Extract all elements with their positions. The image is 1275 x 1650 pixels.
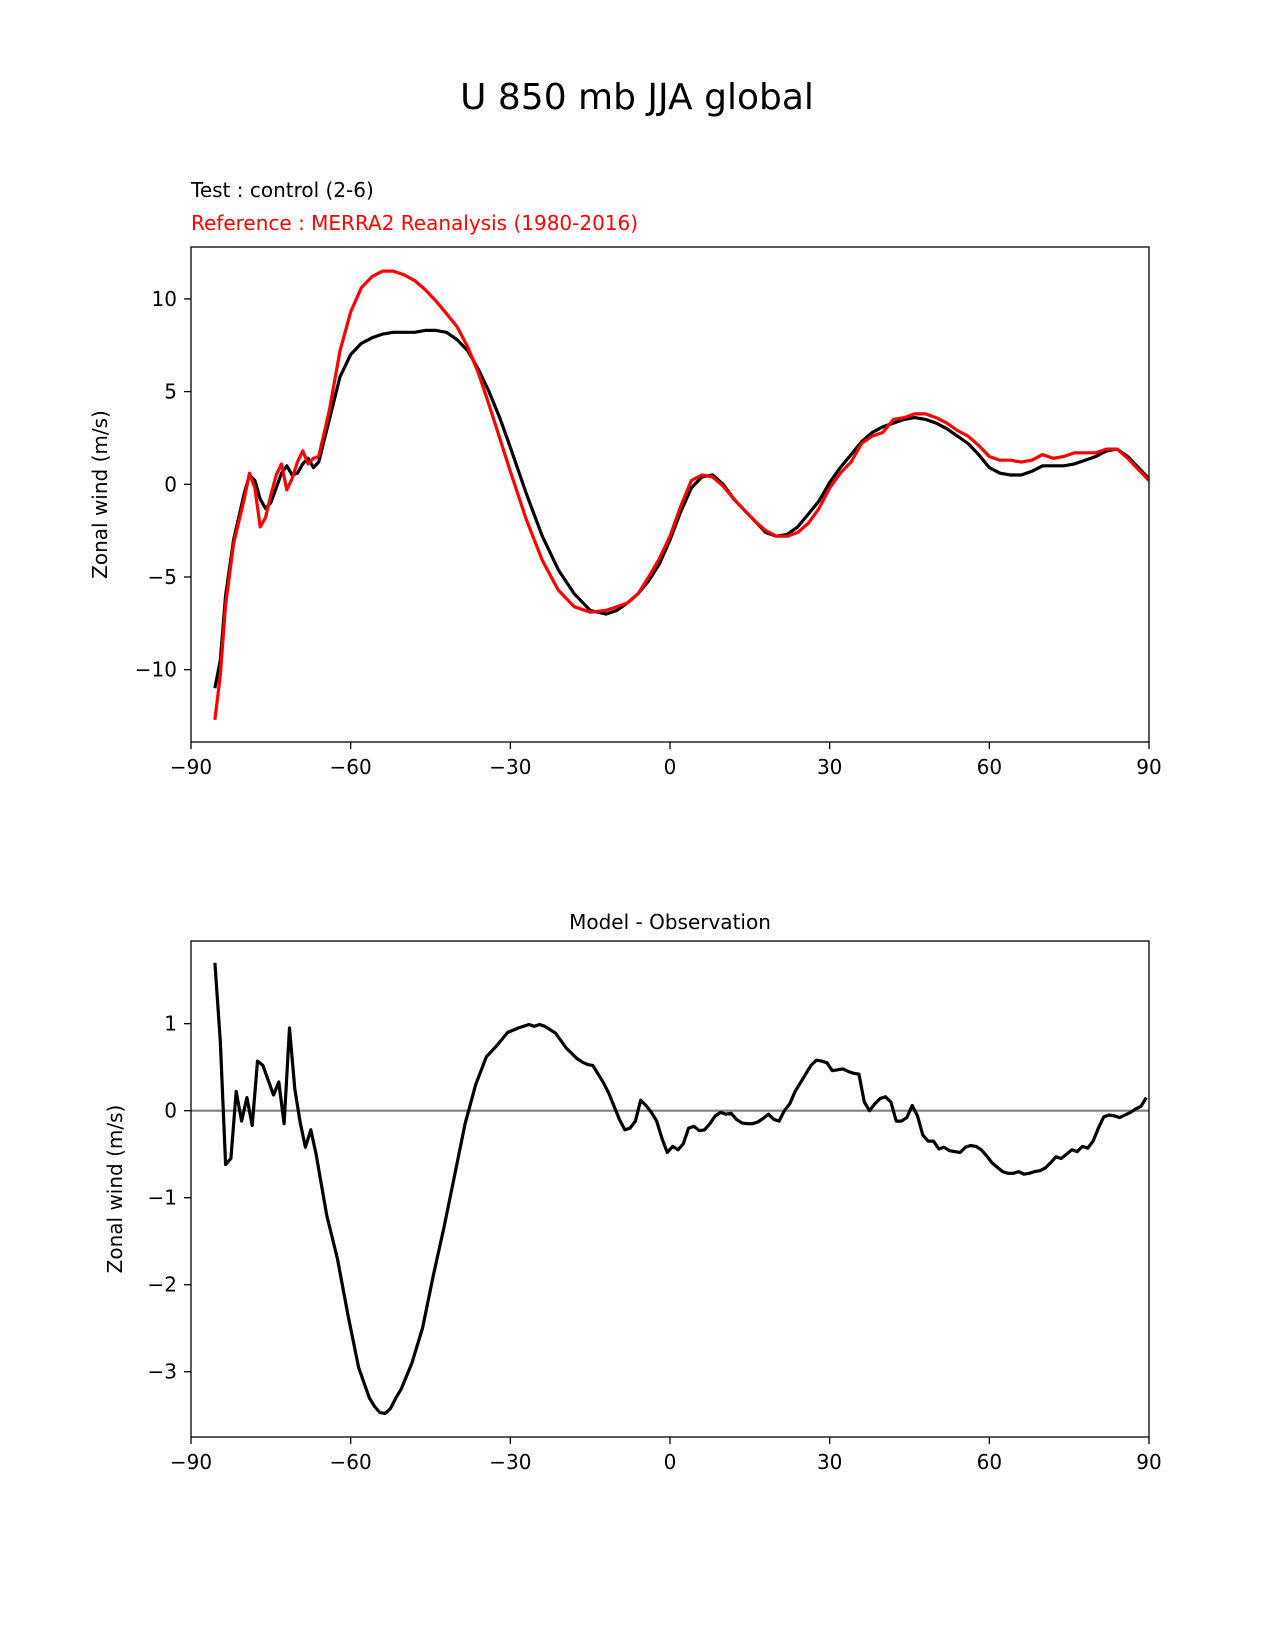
x-tick-label: −60 (330, 1450, 372, 1474)
y-tick-label: −5 (148, 565, 177, 589)
y-tick-label: −10 (135, 658, 177, 682)
x-tick-label: 30 (817, 1450, 842, 1474)
x-tick-label: −90 (170, 755, 212, 779)
panel-test-vs-reference: −90 −60 −30 0 30 60 90 −10 −5 0 5 10 Zonal wind (m/s… (88, 178, 1162, 779)
x-tick-label: −60 (330, 755, 372, 779)
y-tick-label: 0 (164, 472, 177, 496)
series-line-primary (213, 328, 1149, 689)
y-axis-label: Zonal wind (m/s) (103, 1105, 127, 1274)
x-tick-label: 90 (1136, 1450, 1161, 1474)
x-tick-label: −30 (489, 755, 531, 779)
x-tick-label: 60 (977, 1450, 1002, 1474)
reference-title: Reference : MERRA2 Reanalysis (1980-2016… (191, 211, 638, 235)
test-title: Test : control (2-6) (190, 178, 374, 202)
y-tick-label: −2 (148, 1273, 177, 1297)
x-tick-label: 90 (1136, 755, 1161, 779)
axes-frame (190, 940, 1150, 1438)
x-tick-label: −30 (489, 1450, 531, 1474)
figure-title: U 850 mb JJA global (460, 77, 814, 118)
y-tick-label: −3 (148, 1360, 177, 1384)
x-tick-label: 60 (977, 755, 1002, 779)
y-axis-label: Zonal wind (m/s) (88, 410, 112, 579)
y-tick-label: 10 (152, 287, 177, 311)
series-line-primary (213, 962, 1148, 1416)
axes-frame (190, 246, 1150, 743)
x-tick-label: −90 (170, 1450, 212, 1474)
y-tick-label: 1 (164, 1012, 177, 1036)
x-tick-label: 0 (664, 755, 677, 779)
x-tick-label: 0 (664, 1450, 677, 1474)
series-line-secondary (213, 269, 1149, 720)
panel-title: Model - Observation (569, 910, 771, 934)
x-tick-label: 30 (817, 755, 842, 779)
panel-model-minus-observation: −90 −60 −30 0 30 60 90 −3 −2 −1 0 1 Zonal wind (m/s)… (103, 910, 1162, 1474)
y-tick-label: −1 (148, 1186, 177, 1210)
y-tick-label: 5 (164, 380, 177, 404)
y-tick-label: 0 (164, 1099, 177, 1123)
